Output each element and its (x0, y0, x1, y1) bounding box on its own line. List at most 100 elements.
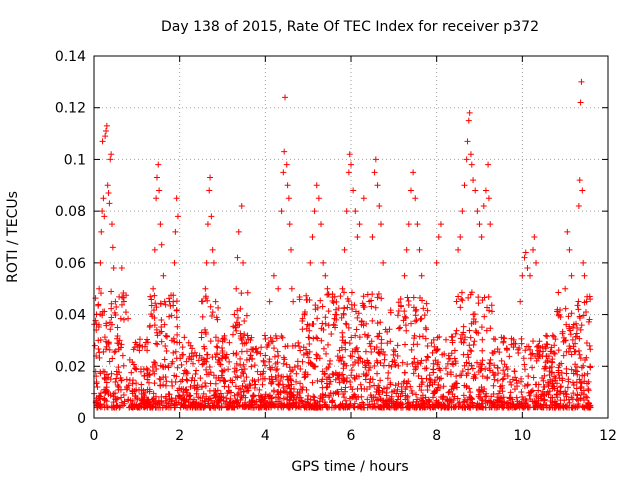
data-point (360, 293, 367, 300)
data-point (435, 234, 442, 240)
data-point (199, 361, 206, 368)
data-point (162, 332, 169, 339)
data-point (399, 390, 406, 397)
data-point (221, 377, 228, 384)
data-point (522, 249, 529, 256)
data-point (108, 404, 115, 411)
data-point (490, 382, 497, 389)
data-point (567, 331, 574, 338)
data-point (180, 385, 187, 392)
data-point (238, 336, 245, 343)
data-point (471, 371, 478, 378)
data-point (422, 394, 429, 401)
data-point (275, 352, 282, 359)
data-point (555, 289, 562, 296)
data-point (174, 213, 181, 220)
data-point (286, 372, 293, 379)
data-point (542, 345, 549, 352)
data-point (105, 190, 112, 197)
data-point (464, 397, 471, 404)
data-point (533, 357, 540, 364)
data-point (325, 394, 332, 401)
data-point (368, 349, 375, 356)
data-point (410, 370, 417, 377)
data-point (384, 384, 391, 391)
data-point (577, 326, 584, 333)
data-point (248, 404, 255, 411)
data-point (341, 304, 348, 311)
data-point (444, 371, 451, 378)
data-point (587, 346, 594, 353)
data-point (329, 291, 336, 298)
data-point (566, 399, 573, 406)
data-point (423, 375, 430, 382)
data-point (557, 389, 564, 396)
data-point (416, 246, 423, 253)
data-point (516, 345, 523, 352)
data-point (109, 244, 116, 251)
data-point (419, 379, 426, 386)
data-point (384, 375, 391, 382)
data-point (241, 317, 248, 324)
data-point (305, 400, 312, 407)
data-point (570, 402, 577, 409)
data-point (174, 364, 181, 371)
data-point (144, 339, 151, 346)
data-point (500, 399, 507, 406)
data-point (338, 386, 345, 393)
data-point (207, 174, 214, 181)
data-point (296, 343, 303, 350)
data-point (447, 369, 454, 376)
data-point (510, 344, 517, 351)
data-point (331, 315, 338, 322)
data-point (312, 363, 319, 370)
data-point (378, 336, 385, 343)
data-point (172, 395, 179, 402)
data-point (196, 401, 203, 408)
data-point (249, 377, 256, 384)
data-point (130, 361, 137, 368)
data-point (345, 324, 352, 331)
data-point (337, 293, 344, 300)
data-point (404, 294, 411, 301)
data-point (586, 342, 593, 349)
data-point (343, 321, 350, 328)
data-point (319, 303, 326, 310)
data-point (316, 398, 323, 405)
data-point (457, 335, 464, 342)
y-tick-label: 0.04 (55, 308, 86, 324)
data-point (321, 370, 328, 377)
data-point (125, 315, 132, 322)
data-point (114, 332, 121, 339)
data-point (468, 161, 475, 168)
data-point (173, 373, 180, 380)
data-point (408, 387, 415, 394)
data-point (524, 382, 531, 389)
data-point (521, 366, 528, 373)
data-point (495, 390, 502, 397)
data-point (146, 324, 153, 331)
data-point (576, 177, 583, 184)
data-point (373, 397, 380, 404)
data-point (372, 304, 379, 311)
data-point (116, 293, 123, 300)
data-point (549, 332, 556, 339)
data-point (207, 380, 214, 387)
data-point (385, 369, 392, 376)
data-point (475, 387, 482, 394)
data-point (259, 381, 266, 388)
data-point (108, 221, 115, 228)
data-point (98, 290, 105, 297)
data-point (348, 367, 355, 374)
data-point (533, 393, 540, 400)
data-point (248, 363, 255, 370)
data-point (163, 395, 170, 402)
data-point (110, 393, 117, 400)
data-point (154, 341, 161, 348)
data-point (151, 314, 158, 321)
data-point (377, 396, 384, 403)
data-point (366, 383, 373, 390)
data-point (500, 375, 507, 382)
data-point (105, 339, 112, 346)
